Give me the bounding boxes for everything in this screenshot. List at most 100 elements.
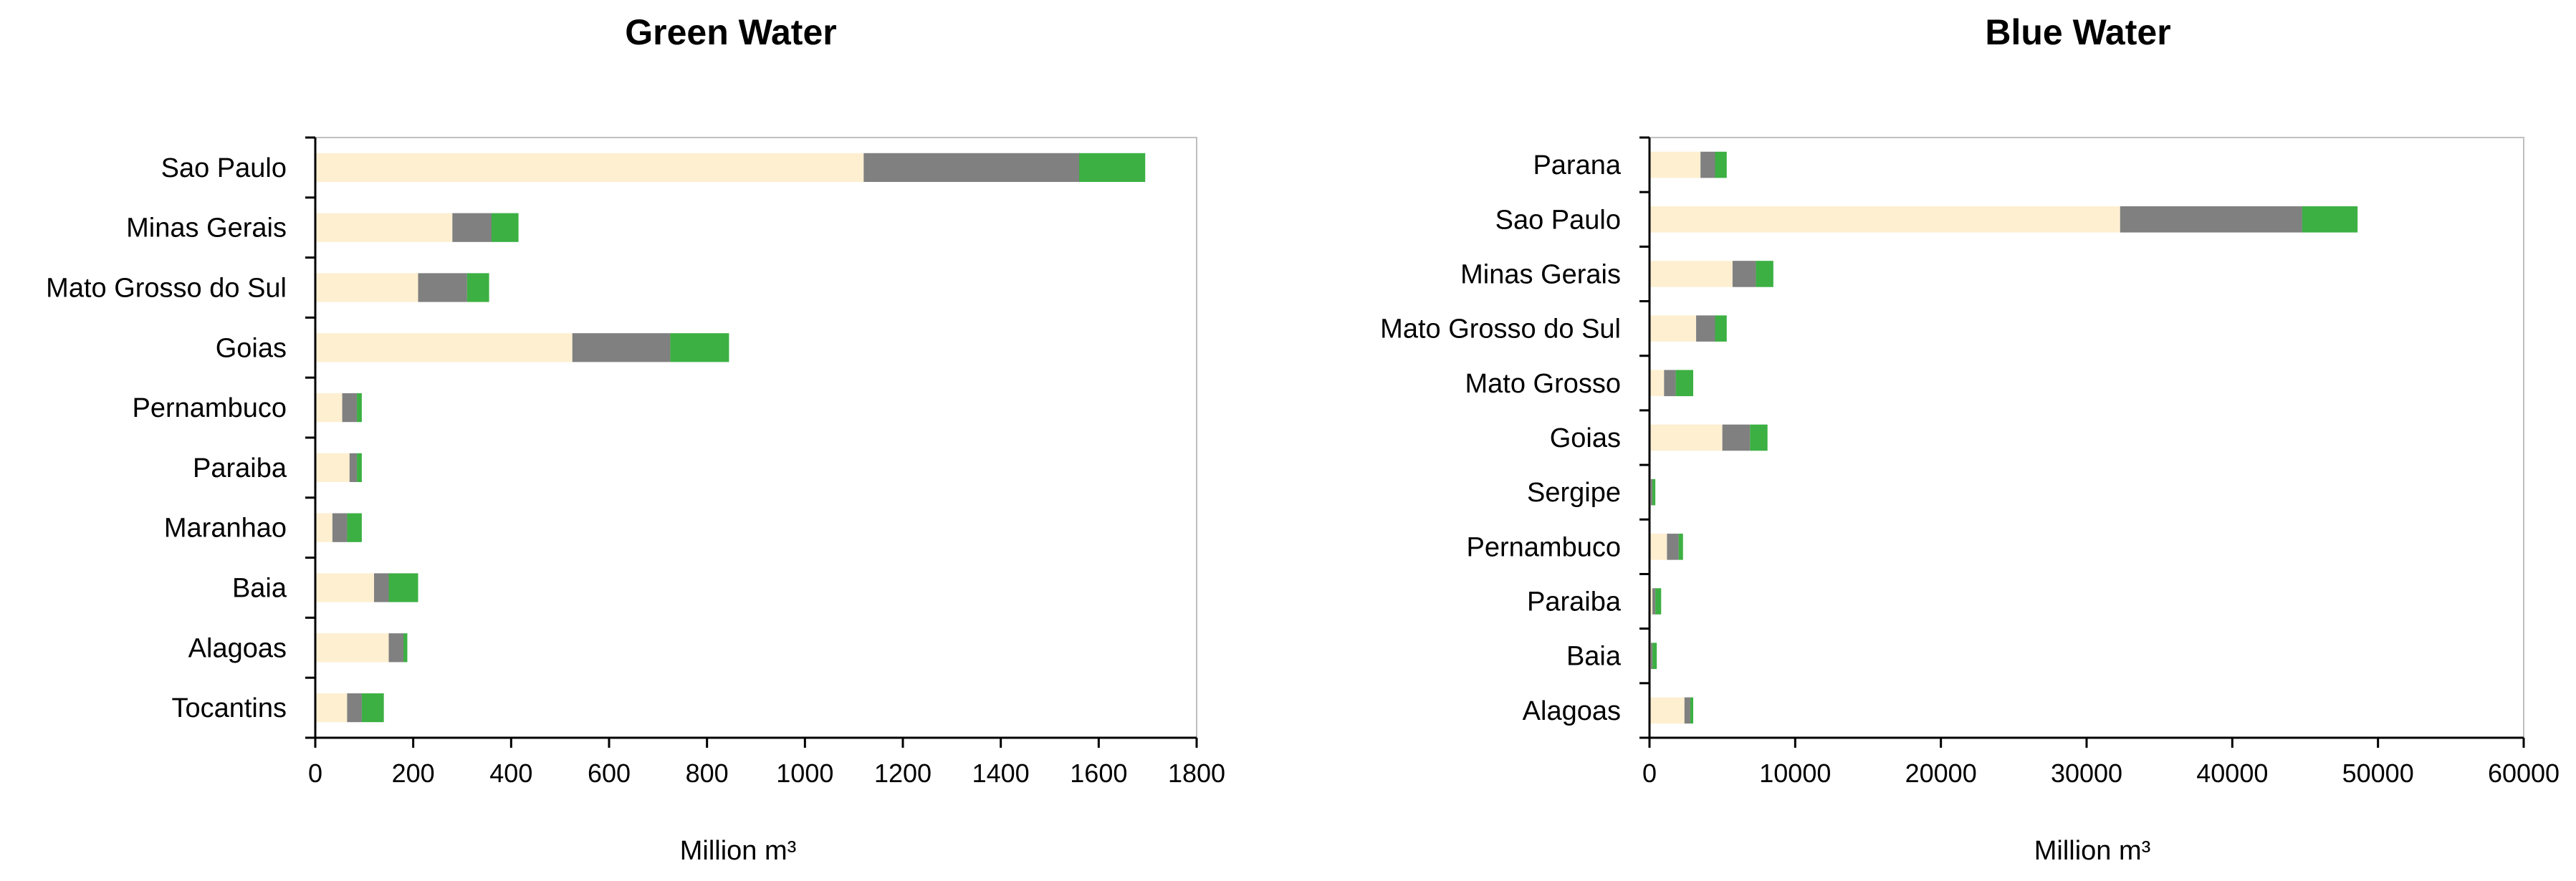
bar-segment: [1667, 534, 1679, 560]
bar-segment: [1715, 151, 1727, 178]
x-axis-label: Million m³: [680, 836, 797, 866]
category-label: Maranhao: [164, 514, 287, 544]
category-label: Baia: [232, 574, 287, 604]
bar-segment: [1649, 151, 1701, 178]
x-tick-label: 20000: [1905, 759, 1977, 788]
bar-segment: [361, 693, 384, 723]
bar-segment: [357, 393, 362, 423]
bar-segment: [1655, 588, 1662, 615]
bar-segment: [315, 393, 343, 423]
bar-segment: [1649, 206, 2120, 233]
bar-segment: [1652, 642, 1657, 670]
bar-segment: [1652, 478, 1656, 506]
bar-segment: [1756, 261, 1773, 287]
chart-2: Blue Water Parana Sao Paulo Minas Gerais Mat…: [1380, 12, 2560, 866]
category-label: Mato Grosso do Sul: [46, 274, 287, 304]
bar-segment: [1651, 642, 1653, 670]
bar-segment: [315, 573, 374, 602]
bar-segment: [1696, 315, 1715, 342]
x-tick-label: 10000: [1759, 759, 1831, 788]
category-label: Minas Gerais: [1460, 259, 1621, 289]
x-tick-label: 1000: [776, 759, 833, 788]
chart-1: Green Water Sao Paulo Minas Gerais Mato Gro…: [46, 12, 1225, 866]
bar-segment: [315, 273, 418, 302]
category-label: Pernambuco: [133, 393, 287, 423]
chart-title: Green Water: [625, 12, 836, 52]
bar-segment: [572, 333, 671, 362]
bar-segment: [388, 573, 418, 602]
category-label: Alagoas: [188, 633, 287, 663]
bar-segment: [1675, 370, 1693, 397]
bar-segment: [1649, 697, 1685, 724]
x-tick-label: 40000: [2196, 759, 2268, 788]
bar-segment: [1649, 370, 1665, 397]
bar-segment: [2120, 206, 2302, 233]
category-label: Minas Gerais: [126, 213, 287, 244]
bar-segment: [315, 453, 350, 483]
bar-segment: [1649, 315, 1697, 342]
category-label: Baia: [1566, 642, 1622, 672]
category-label: Sao Paulo: [1495, 205, 1621, 235]
x-tick-label: 1200: [874, 759, 932, 788]
bar-segment: [452, 213, 492, 242]
bar-segment: [418, 273, 467, 302]
x-tick-label: 0: [308, 759, 322, 788]
category-label: Alagoas: [1523, 696, 1621, 726]
bar-segment: [342, 393, 358, 423]
bar-segment: [492, 213, 519, 242]
bar-segment: [670, 333, 729, 362]
category-label: Sergipe: [1527, 478, 1621, 508]
bar-segment: [1678, 534, 1683, 560]
bar-segment: [2302, 206, 2358, 233]
bar-segment: [1649, 534, 1667, 560]
x-tick-label: 1400: [972, 759, 1030, 788]
bar-segment: [315, 513, 332, 542]
x-tick-label: 60000: [2488, 759, 2560, 788]
category-label: Sao Paulo: [161, 153, 287, 183]
bar-segment: [388, 633, 403, 663]
bar-segment: [1732, 261, 1756, 287]
bar-segment: [374, 573, 389, 602]
bar-segment: [466, 273, 489, 302]
category-label: Mato Grosso: [1465, 369, 1621, 399]
bar-segment: [1715, 315, 1727, 342]
category-label: Mato Grosso do Sul: [1380, 314, 1621, 345]
bar-segment: [357, 453, 362, 483]
x-tick-label: 400: [489, 759, 532, 788]
x-tick-label: 30000: [2051, 759, 2122, 788]
bar-segment: [347, 513, 362, 542]
category-label: Parana: [1533, 150, 1621, 180]
x-tick-label: 200: [392, 759, 435, 788]
bar-segment: [315, 213, 453, 242]
bar-segment: [1649, 261, 1733, 287]
category-label: Tocantins: [171, 693, 287, 723]
bar-segment: [315, 633, 389, 663]
bar-segment: [347, 693, 362, 723]
bar-segment: [315, 693, 348, 723]
x-tick-label: 0: [1642, 759, 1657, 788]
category-label: Goias: [1550, 423, 1621, 453]
bar-segment: [315, 333, 573, 362]
bar-segment: [1649, 588, 1653, 615]
category-label: Goias: [216, 333, 287, 363]
bar-segment: [332, 513, 348, 542]
x-tick-label: 50000: [2342, 759, 2414, 788]
bar-segment: [1079, 153, 1146, 183]
bar-segment: [1722, 424, 1751, 451]
bar-segment: [1649, 424, 1723, 451]
bar-segment: [1664, 370, 1676, 397]
category-label: Paraiba: [193, 453, 287, 483]
x-tick-label: 600: [588, 759, 631, 788]
x-tick-label: 800: [686, 759, 729, 788]
bar-segment: [863, 153, 1079, 183]
x-tick-label: 1800: [1168, 759, 1225, 788]
bar-segment: [1651, 478, 1653, 506]
bar-segment: [349, 453, 358, 483]
bar-segment: [1684, 697, 1690, 724]
bar-segment: [1750, 424, 1768, 451]
bar-segment: [403, 633, 408, 663]
bar-segment: [315, 153, 864, 183]
category-label: Paraiba: [1527, 587, 1622, 617]
chart-title: Blue Water: [1985, 12, 2170, 52]
